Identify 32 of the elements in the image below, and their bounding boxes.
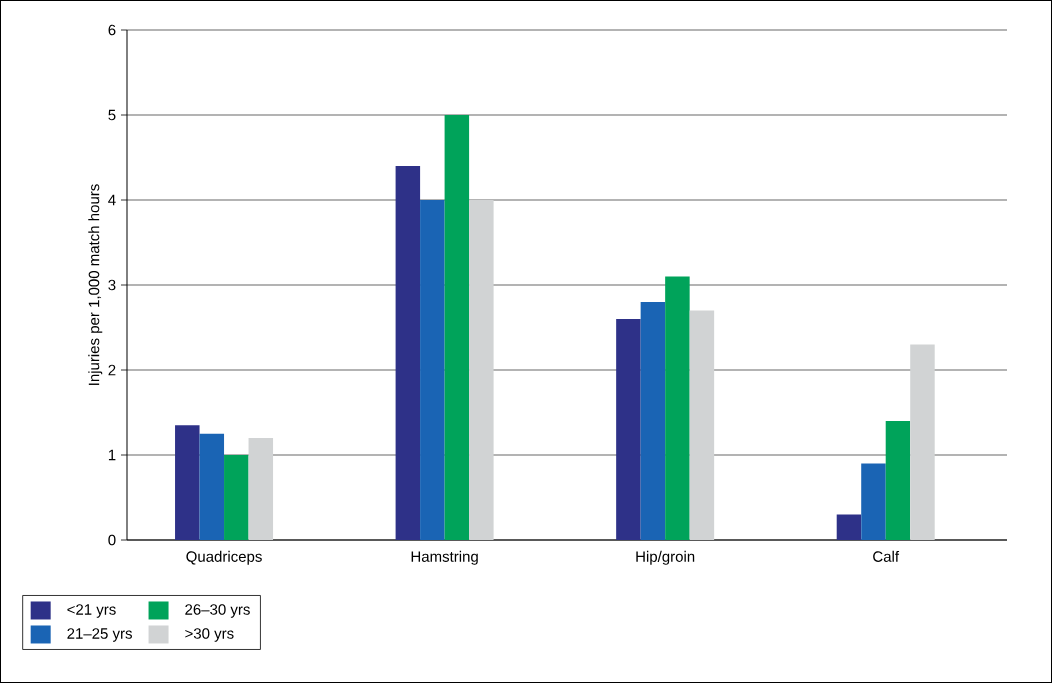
y-tick-label: 4 [108,194,116,206]
bar [444,115,470,540]
legend-label: 26–30 yrs [185,604,250,618]
y-tick-label: 6 [108,24,116,36]
bar [689,310,715,540]
y-tick-label: 0 [108,534,116,546]
legend-label: 21–25 yrs [67,628,132,642]
bar [885,421,911,540]
bar [224,455,249,540]
bar [665,276,690,540]
bar [469,200,494,540]
y-tick-label: 2 [108,364,116,376]
y-tick-label: 3 [108,279,116,291]
x-tick-label: Hip/groin [636,550,695,565]
bar [395,166,421,540]
x-tick-label: Calf [873,550,900,562]
bar [248,438,274,540]
bar [640,302,666,540]
bar [616,319,641,540]
y-axis-title: Injuries per 1,000 match hours [88,184,103,385]
legend-label: <21 yrs [67,604,116,618]
bar [836,514,862,540]
y-tick-label: 1 [108,449,116,461]
legend-label: >30 yrs [185,628,234,642]
bar [175,425,200,540]
x-tick-label: Hamstring [411,550,478,565]
bar [910,344,935,540]
bar [199,433,225,540]
y-tick-label: 5 [108,109,116,121]
bar [861,463,886,540]
x-tick-label: Quadriceps [186,550,262,565]
bar [420,200,445,540]
